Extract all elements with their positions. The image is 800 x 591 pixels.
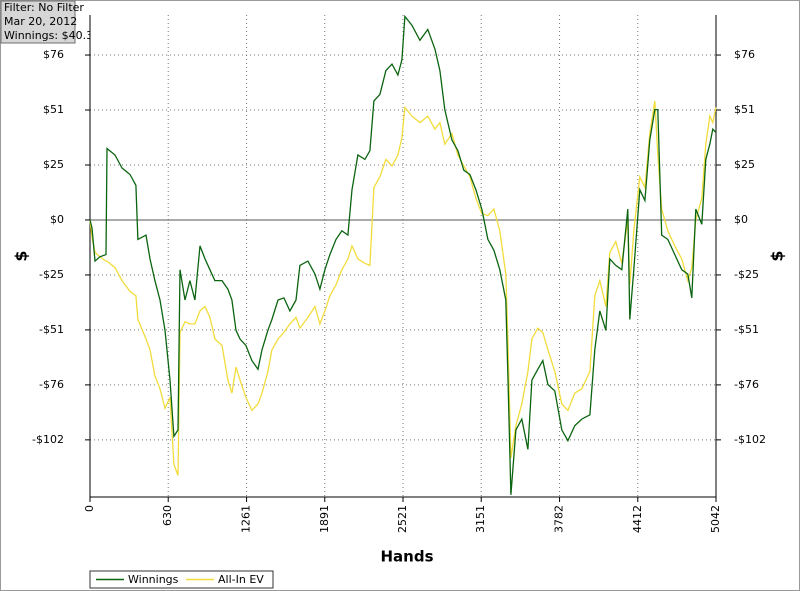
- y-tick-label: $0: [50, 213, 64, 226]
- x-tick-label: 5042: [709, 505, 722, 533]
- series-line: [89, 14, 717, 495]
- y2-tick-label: $76: [734, 48, 755, 61]
- x-tick-label: 0: [83, 505, 96, 512]
- x-axis-title: Hands: [380, 548, 433, 566]
- legend-label: All-In EV: [218, 573, 264, 586]
- y2-axis-title: $: [768, 250, 787, 261]
- x-tick-label: 3782: [553, 505, 566, 533]
- y2-tick-label: -$25: [734, 268, 759, 281]
- x-tick-label: 2521: [396, 505, 409, 533]
- y2-tick-label: $51: [734, 103, 755, 116]
- info-date: Mar 20, 2012: [4, 15, 77, 28]
- y2-tick-label: -$102: [734, 433, 766, 446]
- info-winnings: Winnings: $40.38: [4, 29, 100, 42]
- y-tick-label: -$76: [39, 378, 64, 391]
- y2-tick-label: $0: [734, 213, 748, 226]
- x-tick-label: 4412: [631, 505, 644, 533]
- x-tick-label: 1891: [318, 505, 331, 533]
- y-tick-label: -$102: [32, 433, 64, 446]
- y-tick-label: -$25: [39, 268, 64, 281]
- x-tick-label: 630: [161, 505, 174, 526]
- y-tick-label: -$51: [39, 323, 64, 336]
- y2-tick-label: -$51: [734, 323, 759, 336]
- y-tick-label: $51: [43, 103, 64, 116]
- y2-tick-label: $25: [734, 158, 755, 171]
- y-tick-label: $25: [43, 158, 64, 171]
- legend-label: Winnings: [128, 573, 179, 586]
- legend: [89, 570, 274, 589]
- y-axis-title: $: [12, 250, 31, 261]
- x-tick-label: 3151: [474, 505, 487, 533]
- y2-tick-label: -$76: [734, 378, 759, 391]
- info-box: [0, 0, 76, 44]
- x-tick-label: 1261: [240, 505, 253, 533]
- y-tick-label: $76: [43, 48, 64, 61]
- info-filter: Filter: No Filter: [4, 1, 84, 14]
